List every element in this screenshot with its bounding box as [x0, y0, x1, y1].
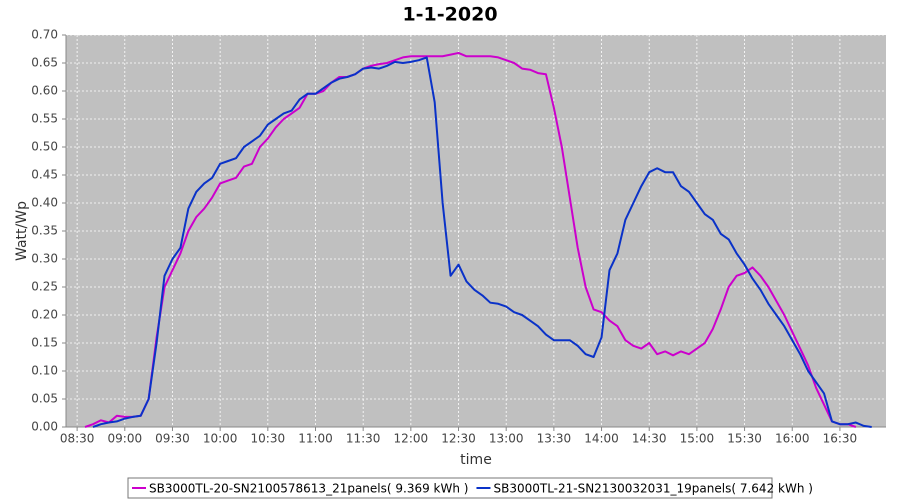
x-tick-label: 16:30 — [823, 432, 858, 446]
legend-label: SB3000TL-20-SN2100578613_21panels( 9.369… — [149, 482, 468, 496]
x-tick-label: 15:00 — [680, 432, 715, 446]
y-tick-label: 0.65 — [31, 56, 58, 70]
y-tick-label: 0.55 — [31, 112, 58, 126]
series-line — [84, 51, 857, 428]
series-line — [92, 56, 872, 428]
x-tick-label: 11:30 — [346, 432, 381, 446]
y-tick-label: 0.45 — [31, 168, 58, 182]
y-tick-label: 0.20 — [31, 308, 58, 322]
y-tick-label: 0.15 — [31, 336, 58, 350]
y-tick-label: 0.35 — [31, 224, 58, 238]
x-tick-label: 08:30 — [60, 432, 95, 446]
x-axis-label: time — [460, 452, 492, 468]
x-tick-label: 10:00 — [203, 432, 238, 446]
x-tick-label: 11:00 — [298, 432, 333, 446]
x-tick-label: 12:30 — [441, 432, 476, 446]
y-tick-label: 0.05 — [31, 392, 58, 406]
x-tick-label: 10:30 — [251, 432, 286, 446]
y-tick-label: 0.25 — [31, 280, 58, 294]
x-tick-label: 14:00 — [584, 432, 619, 446]
y-tick-label: 0.10 — [31, 364, 58, 378]
y-tick-label: 0.70 — [31, 28, 58, 42]
y-tick-label: 0.40 — [31, 196, 58, 210]
x-tick-label: 13:00 — [489, 432, 524, 446]
x-tick-label: 09:00 — [108, 432, 143, 446]
x-tick-label: 09:30 — [155, 432, 190, 446]
x-tick-label: 14:30 — [632, 432, 667, 446]
x-tick-label: 15:30 — [727, 432, 762, 446]
chart-title: 1-1-2020 — [402, 4, 497, 26]
y-tick-label: 0.00 — [31, 420, 58, 434]
y-tick-label: 0.30 — [31, 252, 58, 266]
y-axis-label: Watt/Wp — [14, 201, 30, 261]
x-tick-label: 16:00 — [775, 432, 810, 446]
x-tick-label: 13:30 — [537, 432, 572, 446]
y-tick-label: 0.50 — [31, 140, 58, 154]
y-tick-label: 0.60 — [31, 84, 58, 98]
legend-label: SB3000TL-21-SN2130032031_19panels( 7.642… — [493, 482, 812, 496]
x-tick-label: 12:00 — [394, 432, 429, 446]
legend — [127, 477, 773, 499]
